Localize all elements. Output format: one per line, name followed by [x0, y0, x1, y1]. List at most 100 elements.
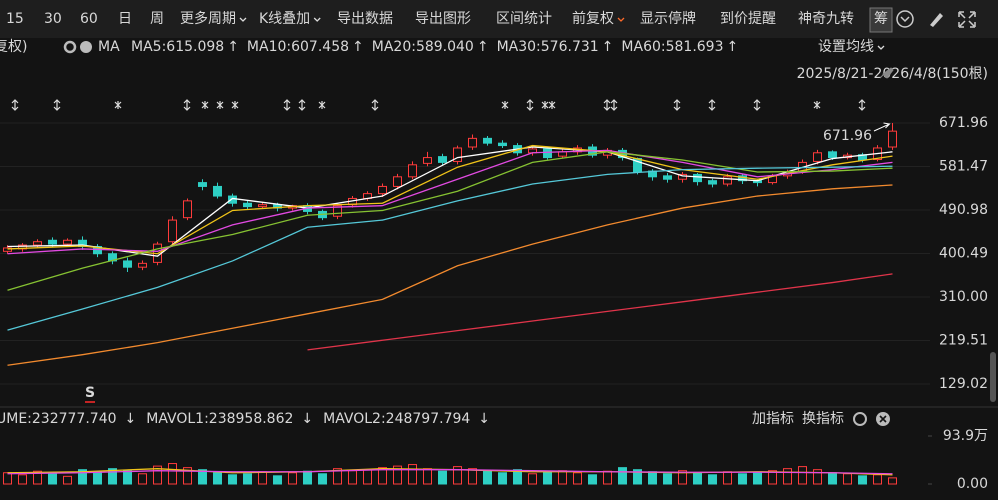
ma-settings[interactable]: 设置均线: [818, 39, 874, 55]
candle-body: [48, 239, 57, 245]
event-marker[interactable]: [201, 101, 209, 109]
volume-bar: [138, 473, 147, 485]
volume-bar: [723, 471, 732, 485]
event-marker[interactable]: [183, 99, 191, 111]
candle-body: [138, 262, 147, 268]
volume-bar: [663, 473, 672, 485]
volume-bar: [813, 469, 822, 485]
ma-legend: MA5:615.098: [131, 39, 224, 55]
event-marker[interactable]: [813, 101, 821, 109]
gear-icon[interactable]: [63, 40, 77, 54]
toolbar-item[interactable]: 周: [150, 11, 164, 27]
moving-average-line: [7, 165, 893, 331]
brush-button[interactable]: [930, 13, 943, 27]
event-marker[interactable]: [541, 101, 549, 109]
volume-bar: [93, 471, 102, 485]
volume-bar: [3, 472, 12, 485]
candle-body: [723, 176, 732, 185]
fullscreen-button[interactable]: [958, 11, 976, 28]
event-marker[interactable]: [11, 99, 19, 111]
volume-bar: [633, 469, 642, 485]
volume-bar: [393, 465, 402, 485]
event-marker[interactable]: [603, 99, 611, 111]
volume-legend: UME:232777.740: [0, 411, 117, 427]
close-icon[interactable]: [80, 41, 92, 53]
toolbar-bg: [0, 0, 998, 38]
toolbar-item[interactable]: 到价提醒: [720, 11, 776, 27]
event-marker[interactable]: [318, 101, 326, 109]
menu-chevron: [877, 45, 885, 50]
chart-bg: [0, 38, 998, 500]
ma-trend-arrow: ↑: [727, 39, 739, 55]
toolbar-item[interactable]: 更多周期: [180, 10, 236, 27]
volume-bar: [558, 470, 567, 485]
toolbar-item[interactable]: 30: [44, 11, 62, 27]
event-marker[interactable]: [708, 99, 716, 111]
pin-icon[interactable]: [879, 67, 894, 79]
event-marker[interactable]: [231, 101, 239, 109]
volume-bar: [618, 467, 627, 485]
event-marker[interactable]: [501, 101, 509, 109]
event-marker[interactable]: [114, 101, 122, 109]
volume-bar: [273, 475, 282, 485]
volume-legend: MAVOL2:248797.794: [323, 411, 470, 427]
event-marker[interactable]: [610, 99, 618, 111]
volume-bar: [288, 472, 297, 485]
volume-bar: [708, 474, 717, 485]
toolbar-item[interactable]: 前复权: [572, 10, 614, 27]
toolbar-item[interactable]: 区间统计: [496, 11, 552, 27]
ma-legend: MA10:607.458: [247, 39, 349, 55]
volume-bar: [303, 470, 312, 485]
moving-average-line: [7, 144, 893, 255]
volume-bar: [543, 471, 552, 485]
collapse-button[interactable]: [896, 10, 914, 28]
event-marker[interactable]: [298, 99, 306, 111]
moving-average-line: [307, 273, 893, 351]
toolbar-item[interactable]: 神奇九转: [798, 10, 854, 27]
scrollbar[interactable]: [990, 352, 996, 402]
max-price-label: 671.96: [823, 128, 872, 144]
menu-chevron: [239, 17, 247, 22]
volume-bar: [453, 466, 462, 485]
candle-body: [438, 156, 447, 163]
toolbar-item[interactable]: 导出数据: [337, 11, 393, 27]
candle-body: [378, 185, 387, 195]
volume-bar: [408, 464, 417, 485]
volume-bar: [858, 475, 867, 485]
volume-bar: [828, 472, 837, 485]
candle-body: [678, 173, 687, 180]
candle-body: [228, 195, 237, 204]
y-tick-label: 310.00: [939, 289, 988, 305]
max-price-arrow: [873, 122, 891, 132]
y-tick-label: 490.98: [939, 202, 988, 218]
event-marker[interactable]: [371, 99, 379, 111]
candle-body: [888, 130, 897, 148]
event-marker[interactable]: [283, 99, 291, 111]
event-marker[interactable]: [53, 99, 61, 111]
candle-body: [663, 175, 672, 180]
toolbar-item[interactable]: 15: [6, 11, 24, 27]
event-marker[interactable]: [526, 99, 534, 111]
toolbar-item[interactable]: 显示停牌: [640, 10, 696, 27]
toolbar-item[interactable]: K线叠加: [259, 11, 310, 27]
candle-body: [3, 247, 12, 252]
volume-trend-arrow: ↓: [478, 411, 490, 427]
toolbar-item[interactable]: 导出图形: [415, 11, 471, 27]
indicator-settings[interactable]: [853, 412, 867, 426]
event-marker[interactable]: [753, 99, 761, 111]
event-marker[interactable]: [216, 101, 224, 109]
indicator-button[interactable]: 加指标: [752, 411, 794, 427]
event-marker[interactable]: [858, 99, 866, 111]
volume-bar: [78, 469, 87, 485]
event-marker[interactable]: [673, 99, 681, 111]
candle-body: [123, 260, 132, 268]
indicator-button[interactable]: 换指标: [802, 410, 844, 427]
toolbar-item[interactable]: 60: [80, 11, 98, 27]
candle-body: [243, 202, 252, 208]
toolbar-item[interactable]: 日: [118, 11, 132, 27]
ma-label: MA: [98, 39, 120, 55]
toolbar-item[interactable]: 筹: [874, 10, 888, 27]
event-marker[interactable]: [548, 101, 556, 109]
volume-bar: [198, 469, 207, 485]
volume-bar: [348, 470, 357, 485]
